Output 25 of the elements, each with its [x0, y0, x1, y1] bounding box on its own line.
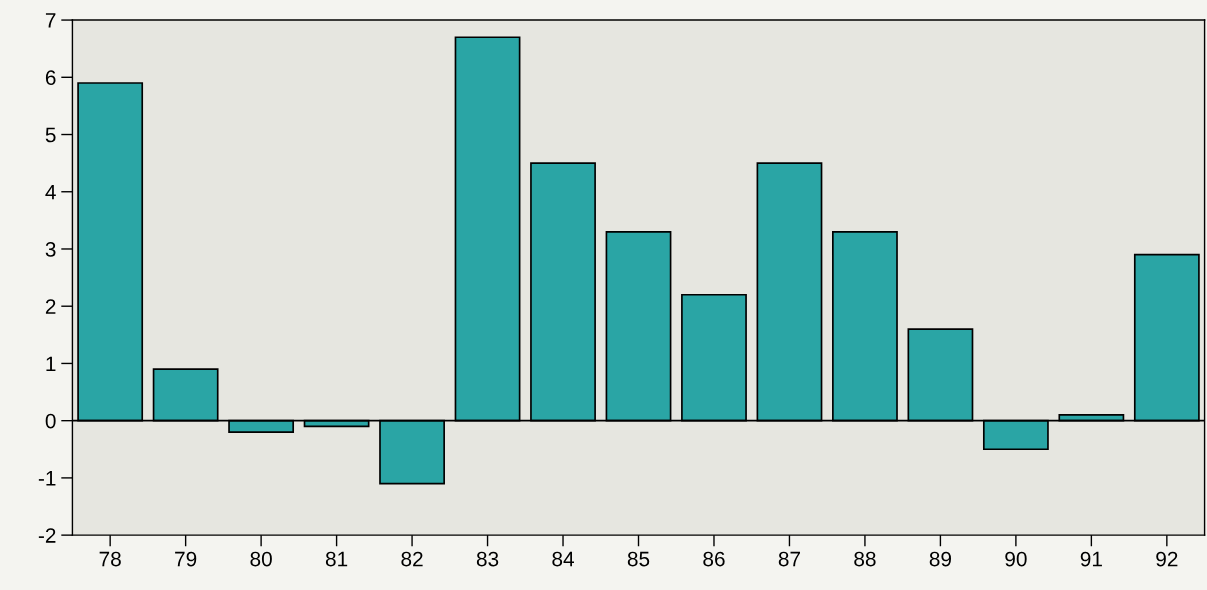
- y-tick-label: 7: [45, 13, 56, 28]
- x-tick-label: 79: [175, 551, 197, 567]
- y-tick-label: 0: [45, 413, 56, 429]
- y-tick-label: 6: [45, 70, 56, 86]
- y-tick-label: -1: [38, 471, 56, 486]
- x-tick-label: 89: [929, 551, 952, 567]
- x-tick-label: 83: [476, 551, 499, 567]
- x-tick-label: 88: [854, 551, 876, 567]
- y-tick-label: 3: [45, 241, 56, 257]
- x-tick-label: 78: [99, 551, 121, 567]
- x-tick-label: 81: [325, 551, 348, 567]
- x-tick-label: 87: [778, 551, 800, 567]
- x-tick-label: 82: [401, 551, 423, 567]
- y-tick-label: -2: [38, 528, 56, 543]
- y-tick-label: 2: [45, 299, 56, 314]
- x-tick-label: 90: [1005, 551, 1027, 567]
- x-tick-label: 84: [552, 551, 574, 567]
- y-tick-label: 1: [46, 356, 56, 371]
- x-tick-label: 85: [627, 551, 650, 567]
- x-tick-label: 92: [1156, 551, 1178, 567]
- x-tick-label: 86: [703, 551, 725, 567]
- x-tick-label: 91: [1080, 551, 1102, 567]
- x-tick-label: 80: [250, 551, 272, 567]
- y-tick-label: 5: [45, 127, 56, 143]
- y-tick-label: 4: [45, 184, 56, 200]
